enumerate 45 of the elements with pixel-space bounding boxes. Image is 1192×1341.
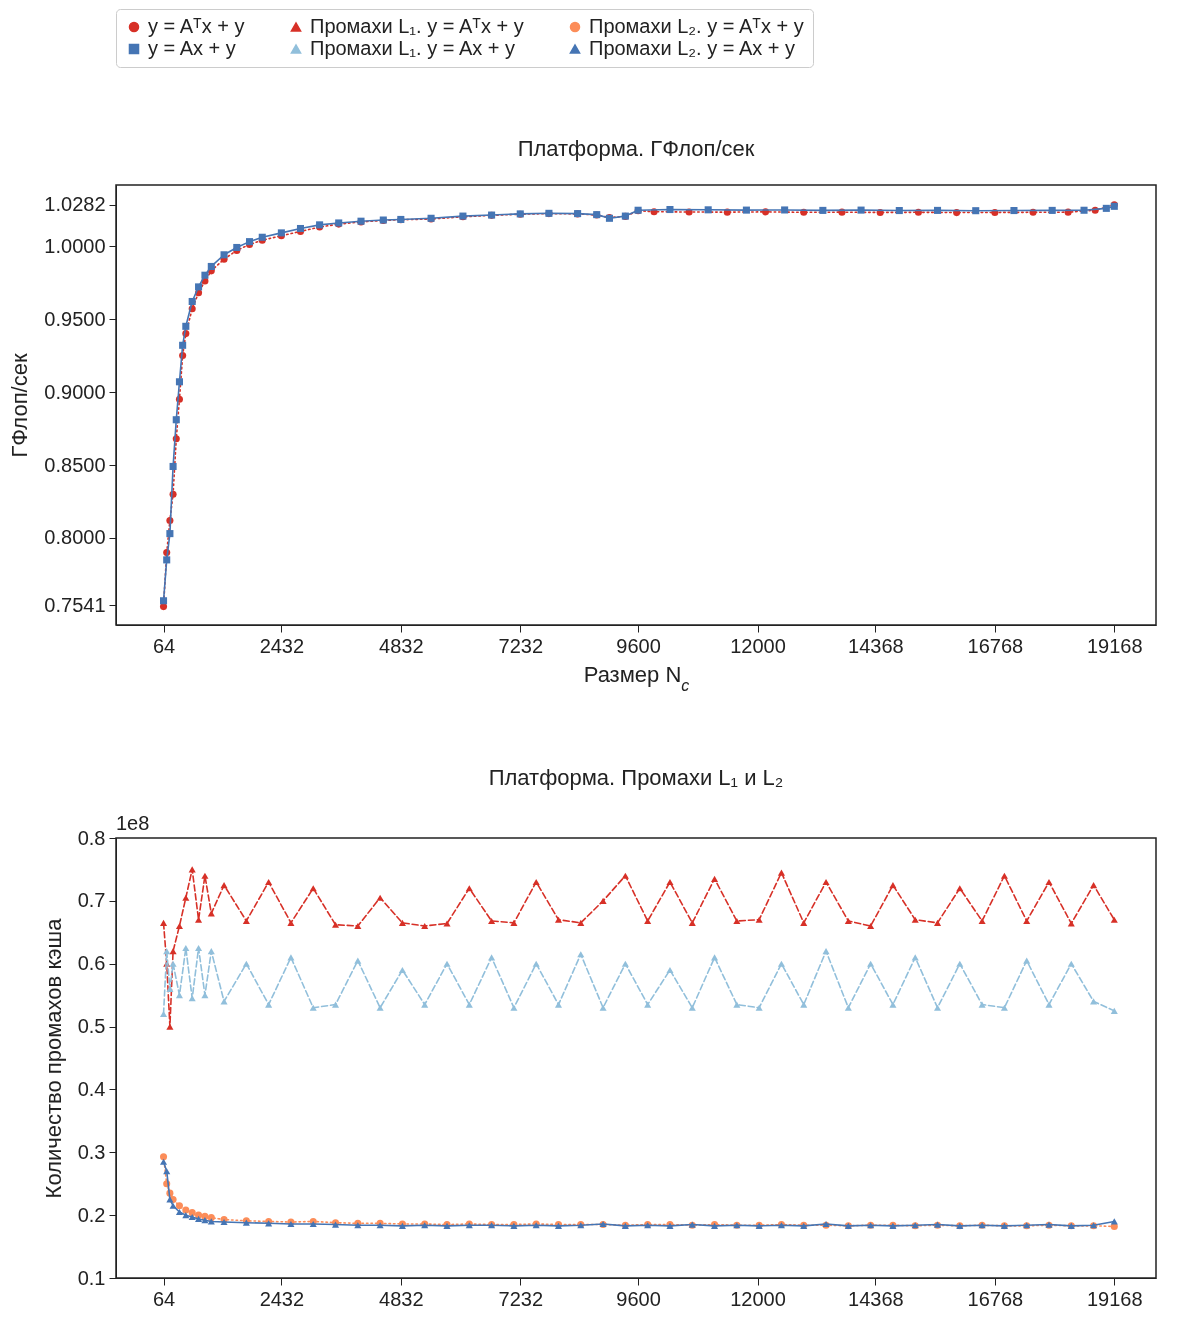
y-tick-label: 1.0000 (44, 234, 106, 257)
y-tick-label: 1.0282 (44, 193, 106, 216)
x-tick-label: 64 (152, 1287, 176, 1310)
x-tick-label: 19168 (1086, 634, 1143, 657)
y-axis-title: Количество промахов кэша (40, 917, 66, 1199)
x-tick-label: 14368 (848, 634, 904, 657)
y-axis-title: ГФлоп/сек (7, 353, 33, 458)
y-tick-label: 0.8500 (44, 453, 106, 476)
x-tick-label: 12000 (730, 634, 786, 657)
legend-label: y = Aᵀx + y (148, 15, 245, 37)
x-tick-label: 4832 (379, 634, 424, 657)
x-tick-label: 16768 (967, 1287, 1024, 1310)
y-tick-label: 0.4 (77, 1077, 106, 1100)
y-tick-label: 0.9500 (44, 307, 106, 330)
y-tick-label: 0.8 (77, 826, 106, 849)
x-tick-label: 4832 (379, 1287, 424, 1310)
x-tick-label: 9600 (616, 634, 661, 657)
x-tick-label: 2432 (259, 634, 305, 657)
x-axis-title: Размер N$_{c}$ (583, 661, 690, 693)
y-tick-label: 0.6 (77, 952, 106, 975)
x-tick-label: 12000 (730, 1287, 786, 1310)
y-tick-label: 0.9000 (44, 380, 106, 403)
x-tick-label: 64 (152, 634, 176, 657)
legend-label: Промахи L₂. y = Ax + y (589, 37, 796, 59)
chart-title: Платформа. Промахи L₁ и L₂ (488, 765, 784, 790)
x-tick-label: 16768 (967, 634, 1024, 657)
y-tick-label: 0.7541 (44, 593, 106, 616)
x-tick-label: 7232 (498, 1287, 544, 1310)
legend-label: Промахи L₂. y = Aᵀx + y (589, 15, 804, 37)
y-tick-label: 0.3 (77, 1140, 106, 1163)
x-tick-label: 19168 (1086, 1287, 1143, 1310)
legend-label: Промахи L₁. y = Ax + y (310, 37, 516, 59)
legend-label: Промахи L₁. y = Aᵀx + y (310, 15, 524, 37)
x-tick-label: 2432 (259, 1287, 305, 1310)
y-tick-label: 0.7 (77, 889, 106, 912)
legend-label: y = Ax + y (148, 37, 236, 59)
y-tick-label: 0.2 (77, 1203, 106, 1226)
x-tick-label: 9600 (616, 1287, 661, 1310)
y-tick-label: 0.1 (77, 1266, 106, 1289)
x-tick-label: 7232 (498, 634, 544, 657)
chart-title: Платформа. ГФлоп/сек (517, 136, 755, 161)
x-tick-label: 14368 (848, 1287, 904, 1310)
text: 1e8 (116, 812, 150, 834)
y-tick-label: 0.8000 (44, 526, 106, 549)
y-tick-label: 0.5 (77, 1015, 106, 1038)
